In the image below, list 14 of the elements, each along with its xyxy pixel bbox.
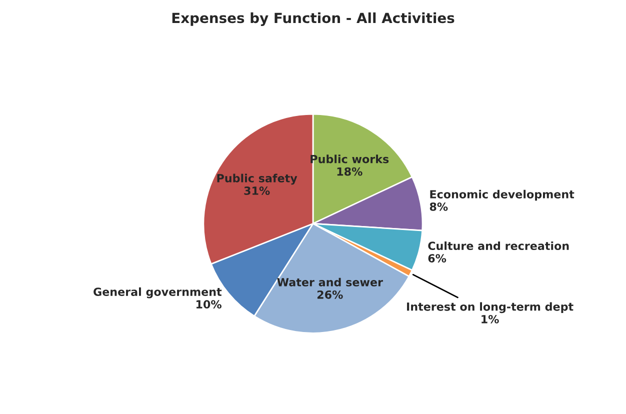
data-label: 8% (430, 202, 448, 211)
slice-label: Public safety (217, 174, 298, 185)
data-label: 26% (317, 290, 343, 299)
slice-label: Water and sewer (277, 278, 383, 286)
data-label: 31% (244, 186, 270, 195)
data-label: 6% (428, 254, 446, 262)
slice-label: Culture and recreation (428, 241, 569, 250)
data-label: 1% (482, 314, 499, 324)
slice-label: General government (94, 287, 222, 298)
data-label: 18% (337, 167, 362, 176)
slice-label: Economic development (430, 190, 574, 201)
chart-title: Expenses by Function - All Activities (172, 12, 454, 26)
data-label: 10% (196, 300, 222, 309)
slice-label: Interest on long-term dept (407, 302, 574, 314)
